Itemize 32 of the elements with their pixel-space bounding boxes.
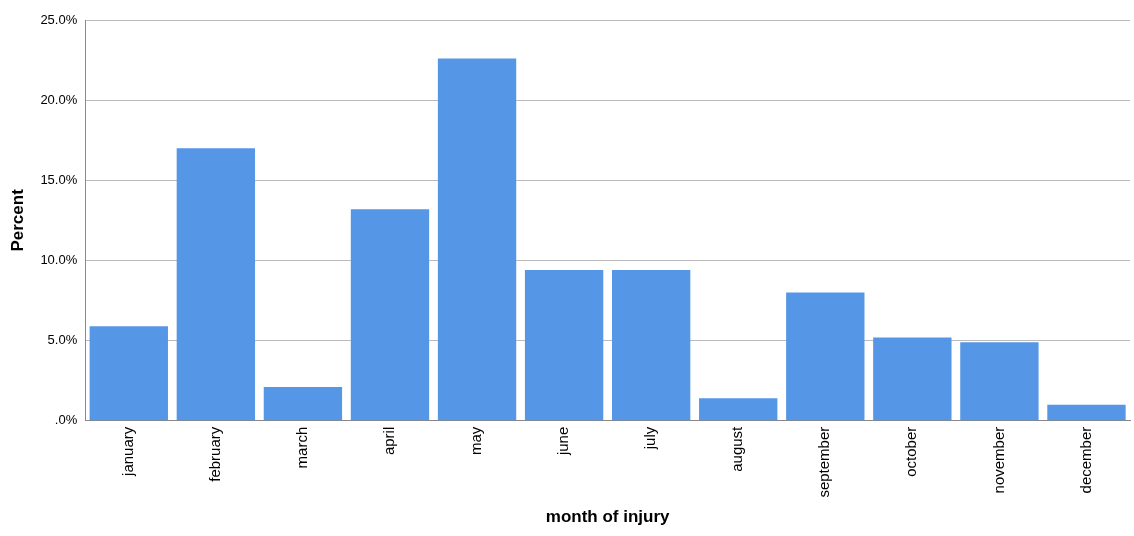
bar <box>524 270 604 421</box>
bar <box>89 326 168 421</box>
y-tick-label: .0% <box>54 412 78 428</box>
x-tick-label: july <box>641 426 659 451</box>
bar <box>786 292 865 421</box>
bar <box>611 270 691 421</box>
bar <box>176 148 256 421</box>
x-tick-label: february <box>205 426 223 482</box>
y-tick-label: 10.0% <box>40 252 78 268</box>
bar <box>1047 404 1126 421</box>
bar <box>263 387 343 421</box>
x-axis-title: month of injury <box>545 507 671 527</box>
bar <box>437 58 517 421</box>
x-tick-label: april <box>380 426 398 456</box>
bar <box>873 337 952 421</box>
x-tick-label: may <box>467 426 485 456</box>
x-tick-label: june <box>554 426 572 457</box>
x-tick-label: march <box>293 426 311 469</box>
y-axis-title: Percent <box>7 188 27 252</box>
bar <box>699 398 778 421</box>
y-tick-label: 20.0% <box>40 91 78 107</box>
y-tick-label: 25.0% <box>40 11 78 27</box>
y-tick-label: 15.0% <box>40 171 78 187</box>
x-tick-label: january <box>118 426 136 477</box>
x-tick-label: november <box>989 426 1007 494</box>
x-tick-label: october <box>902 426 920 477</box>
x-tick-label: august <box>728 425 746 472</box>
x-tick-label: december <box>1076 426 1094 494</box>
x-tick-label: september <box>815 426 833 498</box>
y-tick-label: 5.0% <box>47 332 78 348</box>
bar <box>350 209 430 421</box>
bar <box>960 342 1039 421</box>
